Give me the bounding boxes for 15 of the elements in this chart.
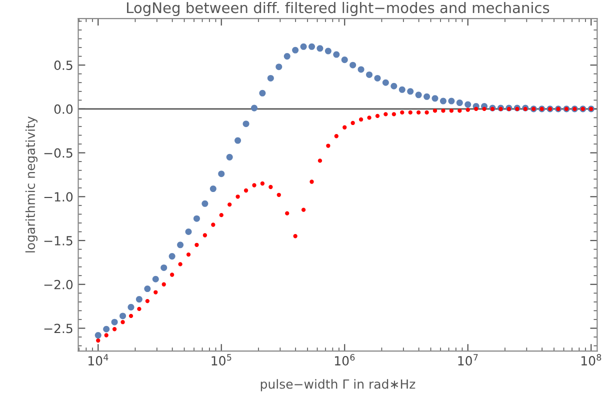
chart-title: LogNeg between diff. filtered light−modes and mechanics <box>127 2 550 16</box>
x-axis-title: pulse−width Γ in rad∗Hz <box>260 379 416 392</box>
x-tick-label: 10$^{7}$ <box>458 354 478 366</box>
x-tick-label: 10$^{5}$ <box>212 354 232 366</box>
y-tick-label: −2.5 <box>44 324 72 334</box>
y-tick-label: −1.5 <box>44 236 72 246</box>
y-axis-title: logarithmic negativity <box>25 116 38 252</box>
y-tick-label: −0.5 <box>44 148 72 158</box>
y-tick-label: 0.0 <box>54 104 73 114</box>
y-tick-label: −1.0 <box>44 192 73 202</box>
x-tick-label: 10$^{4}$ <box>88 354 108 366</box>
x-tick-label: 10$^{8}$ <box>581 354 602 366</box>
y-tick-label: 0.5 <box>54 60 72 70</box>
y-tick-label: −2.0 <box>44 280 73 290</box>
x-tick-label: 10$^{6}$ <box>334 354 355 366</box>
